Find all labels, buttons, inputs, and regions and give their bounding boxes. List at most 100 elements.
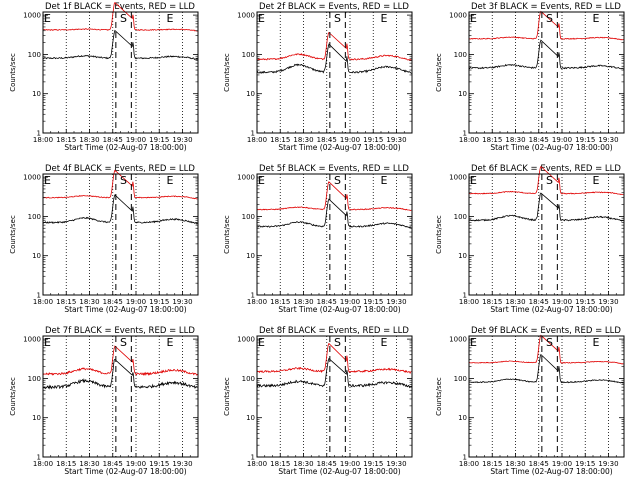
marker-label: S bbox=[120, 12, 127, 25]
y-tick-label: 10 bbox=[458, 414, 467, 422]
marker-label: E bbox=[470, 12, 477, 25]
x-tick-label: 18:30 bbox=[505, 460, 525, 468]
y-tick-label: 1 bbox=[463, 292, 467, 300]
y-axis-label: Counts/sec bbox=[9, 215, 17, 254]
panel-title: Det 3f BLACK = Events, RED = LLD bbox=[471, 2, 621, 12]
x-tick-label: 18:00 bbox=[459, 136, 479, 144]
marker-label: E bbox=[592, 336, 599, 349]
x-tick-label: 18:00 bbox=[459, 298, 479, 306]
x-tick-label: 18:30 bbox=[79, 460, 99, 468]
x-tick-label: 19:00 bbox=[126, 136, 146, 144]
x-tick-label: 18:00 bbox=[247, 298, 267, 306]
x-tick-label: 19:30 bbox=[598, 136, 618, 144]
y-axis-label: Counts/sec bbox=[9, 377, 17, 416]
y-tick-label: 10 bbox=[32, 252, 41, 260]
panel-title: Det 8f BLACK = Events, RED = LLD bbox=[259, 326, 409, 336]
x-tick-label: 19:30 bbox=[598, 298, 618, 306]
y-axis-label: Counts/sec bbox=[435, 377, 443, 416]
series-events bbox=[468, 353, 624, 384]
series-events bbox=[468, 192, 624, 222]
x-tick-label: 18:45 bbox=[317, 136, 337, 144]
series-lld bbox=[468, 165, 624, 196]
y-tick-label: 1 bbox=[37, 130, 41, 138]
y-tick-label: 10 bbox=[246, 414, 255, 422]
x-tick-label: 18:45 bbox=[103, 460, 123, 468]
series-events bbox=[42, 29, 198, 61]
marker-label: E bbox=[258, 336, 265, 349]
marker-label: E bbox=[166, 12, 173, 25]
marker-label: E bbox=[380, 174, 387, 187]
y-axis-label: Counts/sec bbox=[223, 377, 231, 416]
series-events bbox=[469, 39, 624, 70]
y-tick-label: 100 bbox=[28, 375, 41, 383]
x-axis-label: Start Time (02-Aug-07 18:00:00) bbox=[490, 143, 612, 152]
marker-label: S bbox=[120, 336, 127, 349]
y-tick-label: 1000 bbox=[237, 12, 255, 20]
x-tick-label: 18:30 bbox=[79, 298, 99, 306]
series-events bbox=[43, 359, 198, 390]
marker-label: E bbox=[44, 174, 51, 187]
x-axis-label: Start Time (02-Aug-07 18:00:00) bbox=[278, 467, 400, 476]
series-lld bbox=[468, 334, 624, 365]
y-tick-label: 100 bbox=[242, 51, 255, 59]
y-tick-label: 1 bbox=[37, 454, 41, 462]
marker-label: E bbox=[166, 174, 173, 187]
series-lld bbox=[42, 169, 198, 200]
marker-label: E bbox=[380, 12, 387, 25]
x-tick-label: 18:00 bbox=[247, 460, 267, 468]
x-axis-label: Start Time (02-Aug-07 18:00:00) bbox=[490, 467, 612, 476]
x-tick-label: 18:00 bbox=[459, 460, 479, 468]
x-tick-label: 18:15 bbox=[56, 298, 76, 306]
marker-label: E bbox=[44, 336, 51, 349]
marker-label: S bbox=[120, 174, 127, 187]
x-tick-label: 19:30 bbox=[172, 460, 192, 468]
x-tick-label: 19:15 bbox=[149, 136, 169, 144]
x-tick-label: 19:00 bbox=[126, 298, 146, 306]
x-tick-label: 19:15 bbox=[363, 298, 383, 306]
panel-title: Det 4f BLACK = Events, RED = LLD bbox=[45, 164, 195, 174]
x-tick-label: 18:30 bbox=[293, 298, 313, 306]
panel-title: Det 7f BLACK = Events, RED = LLD bbox=[45, 326, 195, 336]
y-tick-label: 10 bbox=[32, 90, 41, 98]
marker-label: S bbox=[334, 336, 341, 349]
x-tick-label: 18:30 bbox=[505, 136, 525, 144]
x-tick-label: 19:30 bbox=[386, 460, 406, 468]
y-tick-label: 1 bbox=[251, 454, 255, 462]
series-lld bbox=[42, 1, 198, 32]
y-tick-label: 1000 bbox=[449, 12, 467, 20]
y-tick-label: 1000 bbox=[449, 336, 467, 344]
series-lld bbox=[42, 345, 198, 376]
y-tick-label: 1000 bbox=[237, 174, 255, 182]
x-tick-label: 18:15 bbox=[482, 298, 502, 306]
x-tick-label: 18:45 bbox=[529, 298, 549, 306]
x-axis-label: Start Time (02-Aug-07 18:00:00) bbox=[64, 467, 186, 476]
series-lld bbox=[256, 342, 412, 374]
marker-label: E bbox=[470, 336, 477, 349]
x-tick-label: 18:30 bbox=[293, 460, 313, 468]
x-tick-label: 19:00 bbox=[552, 298, 572, 306]
y-tick-label: 1 bbox=[251, 130, 255, 138]
x-tick-label: 18:15 bbox=[56, 460, 76, 468]
y-tick-label: 100 bbox=[454, 213, 467, 221]
x-tick-label: 19:15 bbox=[149, 298, 169, 306]
y-tick-label: 10 bbox=[246, 252, 255, 260]
panel-title: Det 6f BLACK = Events, RED = LLD bbox=[471, 164, 621, 174]
marker-label: E bbox=[592, 12, 599, 25]
series-events bbox=[256, 198, 412, 229]
y-tick-label: 1000 bbox=[449, 174, 467, 182]
x-tick-label: 18:45 bbox=[103, 136, 123, 144]
x-tick-label: 18:15 bbox=[270, 298, 290, 306]
x-tick-label: 19:30 bbox=[386, 136, 406, 144]
marker-label: S bbox=[334, 12, 341, 25]
y-tick-label: 1000 bbox=[23, 12, 41, 20]
x-tick-label: 19:00 bbox=[340, 298, 360, 306]
x-tick-label: 18:15 bbox=[482, 136, 502, 144]
x-tick-label: 19:30 bbox=[172, 136, 192, 144]
